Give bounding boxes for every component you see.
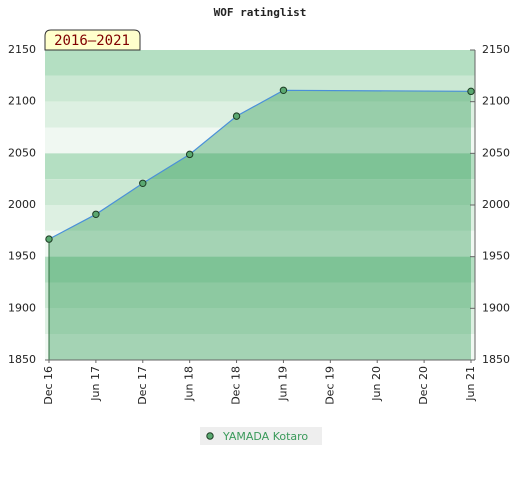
x-tick-label: Dec 16 [42, 366, 55, 405]
background-stripe [45, 282, 475, 309]
y2-tick-label: 2050 [482, 146, 510, 159]
background-stripe [45, 230, 475, 257]
y-tick-label: 2100 [8, 95, 36, 108]
y-tick-label: 2150 [8, 43, 36, 56]
x-tick-label: Dec 18 [230, 366, 243, 405]
plot-area [45, 50, 475, 361]
legend-label: YAMADA Kotaro [222, 430, 308, 443]
x-tick-label: Jun 17 [89, 366, 102, 402]
chart-title: WOF ratinglist [214, 6, 307, 19]
y-tick-label: 1850 [8, 353, 36, 366]
background-stripe [45, 75, 475, 102]
x-tick-label: Jun 21 [464, 366, 477, 402]
background-stripe [45, 153, 475, 180]
legend-box [200, 427, 322, 445]
y2-tick-label: 1900 [482, 301, 510, 314]
x-tick-label: Jun 20 [370, 366, 383, 402]
x-tick-label: Dec 17 [136, 366, 149, 405]
y2-tick-label: 2100 [482, 95, 510, 108]
point [279, 86, 288, 95]
x-tick-label: Jun 18 [183, 366, 196, 402]
background-stripe [45, 308, 475, 335]
point [92, 210, 100, 219]
x-tick-label: Jun 19 [276, 366, 289, 402]
point [139, 179, 147, 188]
y-tick-label: 2050 [8, 146, 36, 159]
background-stripe [45, 256, 475, 283]
y-tick-label: 1900 [8, 301, 36, 314]
y2-tick-label: 2000 [482, 198, 510, 211]
legend-marker [206, 432, 214, 440]
y-tick-label: 2000 [8, 198, 36, 211]
point [185, 150, 194, 159]
area [49, 90, 471, 361]
background-stripe [45, 101, 475, 128]
point [467, 87, 475, 96]
x-tick-label: Dec 19 [323, 366, 336, 405]
background-stripe [45, 205, 475, 231]
background-stripe [45, 334, 475, 360]
y-tick-label: 1950 [8, 250, 36, 263]
y2-tick-label: 1850 [482, 353, 510, 366]
y2-tick-label: 2150 [482, 43, 510, 56]
badge: 2016–2021 [54, 33, 130, 49]
badge-box [44, 29, 141, 51]
point [45, 235, 53, 243]
y2-tick-label: 1950 [482, 250, 510, 263]
point [232, 112, 241, 120]
x-tick-label: Dec 20 [417, 366, 430, 405]
background-stripe [45, 50, 475, 76]
background-stripe [45, 127, 475, 154]
